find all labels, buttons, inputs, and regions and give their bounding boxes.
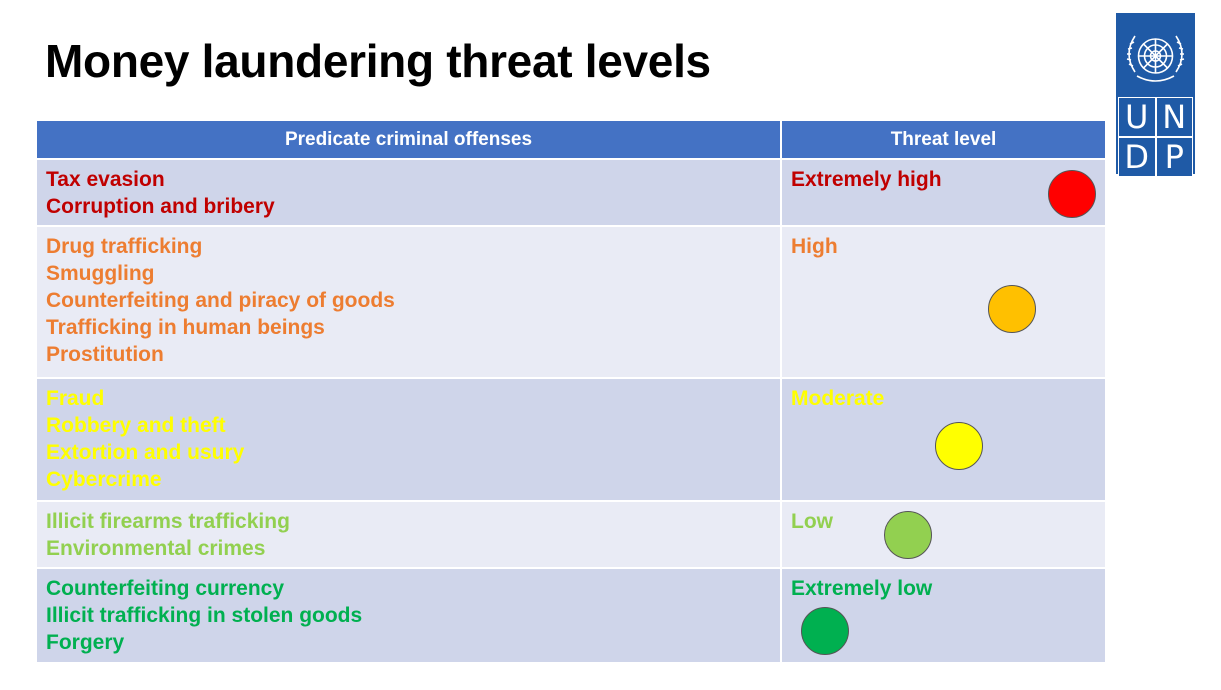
header-offenses: Predicate criminal offenses <box>35 119 782 160</box>
logo-letter: U <box>1118 97 1156 137</box>
threat-level-cell: High <box>780 225 1107 379</box>
offenses-cell: Tax evasion Corruption and bribery <box>35 158 782 227</box>
threat-indicator-dot <box>801 607 849 655</box>
logo-letter: D <box>1118 137 1156 177</box>
table-row: Tax evasion Corruption and bribery Extre… <box>35 158 1107 227</box>
offense-item: Illicit firearms trafficking <box>46 510 290 533</box>
offense-item: Cybercrime <box>46 468 162 491</box>
offense-item: Extortion and usury <box>46 441 245 464</box>
threat-level-label: Moderate <box>791 387 885 410</box>
page-title: Money laundering threat levels <box>45 35 711 87</box>
threat-level-cell: Moderate <box>780 377 1107 502</box>
logo-letter: P <box>1155 137 1193 177</box>
table-row: Fraud Robbery and theft Extortion and us… <box>35 377 1107 502</box>
offense-item: Trafficking in human beings <box>46 316 325 339</box>
offense-item: Counterfeiting currency <box>46 577 285 600</box>
threat-table: Predicate criminal offenses Threat level… <box>35 119 1107 664</box>
offenses-cell: Counterfeiting currency Illicit traffick… <box>35 567 782 664</box>
offense-item: Robbery and theft <box>46 414 226 437</box>
threat-indicator-dot <box>1048 170 1096 218</box>
logo-letter: N <box>1155 97 1193 137</box>
threat-level-label: Extremely high <box>791 168 942 191</box>
offense-item: Tax evasion <box>46 168 165 191</box>
undp-logo: U N D P <box>1116 13 1195 177</box>
threat-level-cell: Extremely high <box>780 158 1107 227</box>
offense-item: Environmental crimes <box>46 537 266 560</box>
threat-level-label: High <box>791 235 838 258</box>
threat-level-cell: Low <box>780 500 1107 569</box>
offense-item: Forgery <box>46 631 125 654</box>
threat-level-label: Extremely low <box>791 577 933 600</box>
table-row: Drug trafficking Smuggling Counterfeitin… <box>35 225 1107 379</box>
offenses-cell: Drug trafficking Smuggling Counterfeitin… <box>35 225 782 379</box>
table-row: Counterfeiting currency Illicit traffick… <box>35 567 1107 664</box>
offenses-cell: Illicit firearms trafficking Environment… <box>35 500 782 569</box>
offenses-cell: Fraud Robbery and theft Extortion and us… <box>35 377 782 502</box>
offense-item: Corruption and bribery <box>46 195 275 218</box>
threat-level-cell: Extremely low <box>780 567 1107 664</box>
threat-indicator-dot <box>884 511 932 559</box>
table-row: Illicit firearms trafficking Environment… <box>35 500 1107 569</box>
threat-indicator-dot <box>988 285 1036 333</box>
offense-item: Drug trafficking <box>46 235 203 258</box>
threat-indicator-dot <box>935 422 983 470</box>
undp-letter-grid: U N D P <box>1118 97 1193 177</box>
offense-item: Counterfeiting and piracy of goods <box>46 289 395 312</box>
offense-item: Prostitution <box>46 343 164 366</box>
threat-level-label: Low <box>791 510 833 533</box>
offense-item: Fraud <box>46 387 105 410</box>
offense-item: Illicit trafficking in stolen goods <box>46 604 363 627</box>
table-header-row: Predicate criminal offenses Threat level <box>35 119 1107 160</box>
un-emblem-icon <box>1126 35 1185 82</box>
header-threat-level: Threat level <box>780 119 1107 160</box>
offense-item: Smuggling <box>46 262 155 285</box>
